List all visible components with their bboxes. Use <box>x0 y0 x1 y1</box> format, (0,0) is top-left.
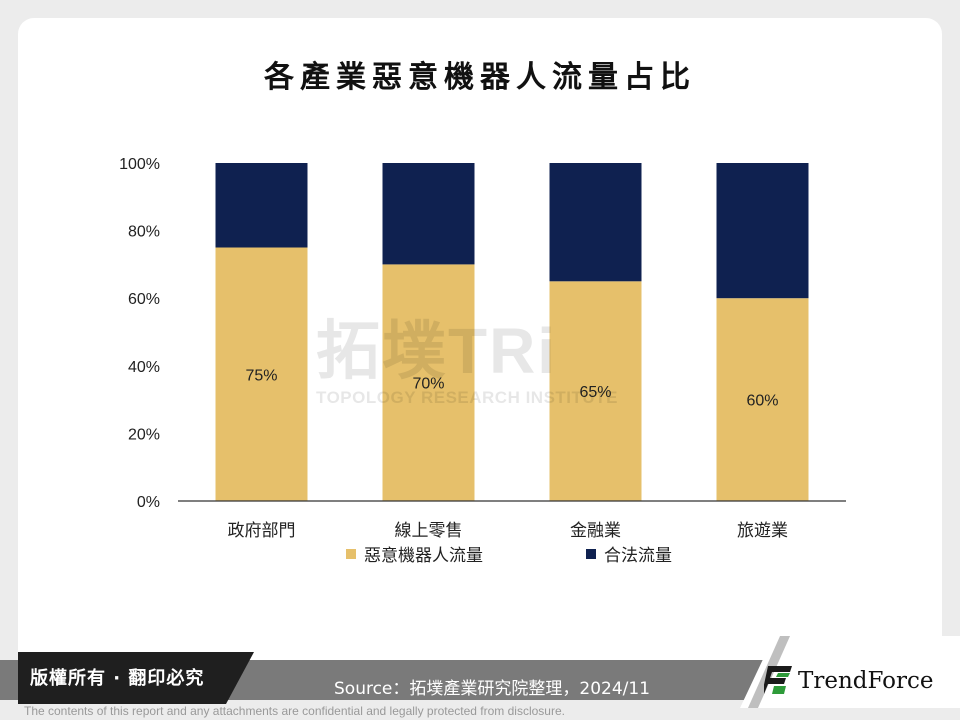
copyright-badge <box>18 652 254 704</box>
legend-swatch <box>586 549 596 559</box>
bar-legit <box>716 163 809 299</box>
chart-title: 各產業惡意機器人流量占比 <box>264 60 696 95</box>
y-tick-label: 20% <box>128 426 160 443</box>
trendforce-logo-icon <box>764 666 792 694</box>
y-tick-label: 80% <box>128 224 160 241</box>
bar-legit <box>549 163 642 282</box>
data-label: 60% <box>746 393 778 410</box>
y-tick-label: 60% <box>128 291 160 308</box>
source-text: Source：拓墣產業研究院整理，2024/11 <box>334 679 651 699</box>
y-tick-label: 100% <box>119 156 160 173</box>
data-label: 75% <box>245 367 277 384</box>
disclaimer-text: The contents of this report and any atta… <box>24 704 565 718</box>
bar-malicious <box>382 264 475 501</box>
x-tick-label: 線上零售 <box>395 521 463 541</box>
legend-label: 合法流量 <box>604 546 672 566</box>
bar-legit <box>382 163 475 265</box>
data-label: 70% <box>412 376 444 393</box>
copyright-text: 版權所有 · 翻印必究 <box>30 668 205 689</box>
bar-malicious <box>549 281 642 501</box>
x-tick-label: 旅遊業 <box>737 521 788 541</box>
legend-swatch <box>346 549 356 559</box>
data-label: 65% <box>579 384 611 401</box>
y-tick-label: 0% <box>137 494 160 511</box>
brand-name: TrendForce <box>798 668 934 694</box>
x-tick-label: 金融業 <box>570 521 621 541</box>
bar-malicious <box>716 298 809 501</box>
legend-label: 惡意機器人流量 <box>364 546 483 566</box>
x-tick-label: 政府部門 <box>228 521 296 541</box>
bar-legit <box>215 163 308 248</box>
y-tick-label: 40% <box>128 359 160 376</box>
bar-malicious <box>215 247 308 501</box>
